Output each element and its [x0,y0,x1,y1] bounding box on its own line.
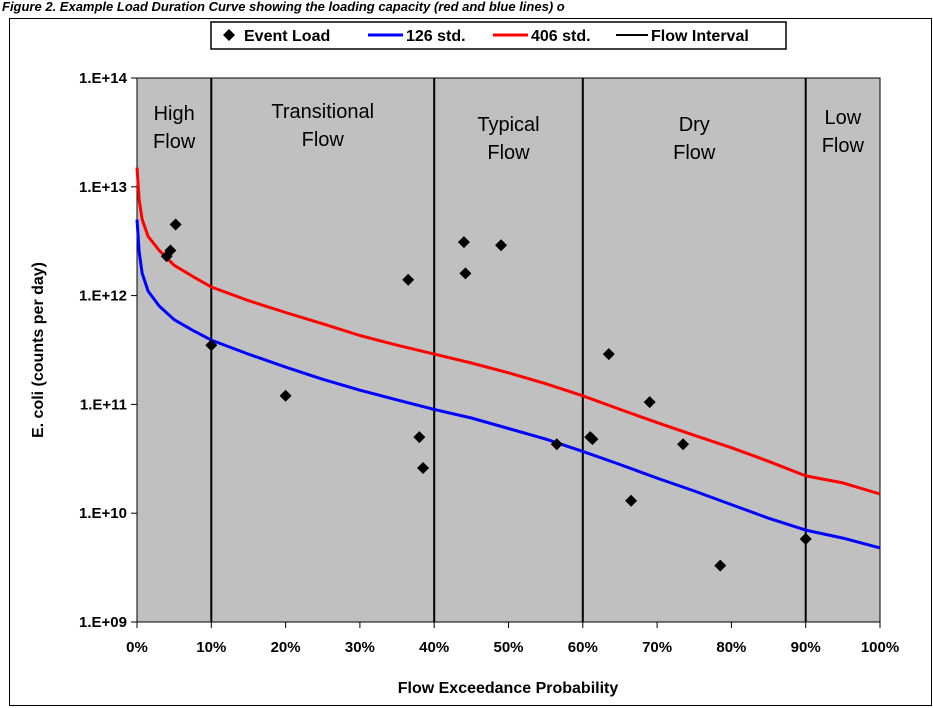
x-tick-label: 30% [345,639,375,656]
event-load-point [625,494,638,507]
event-load-point [413,431,426,444]
flow-region-label: High [154,103,195,125]
flow-region-label: Flow [822,135,865,157]
event-load-point [169,218,182,231]
event-load-point [402,273,415,286]
x-tick-label: 90% [791,639,821,656]
event-load-point [495,239,508,252]
x-axis-title: Flow Exceedance Probability [398,680,619,697]
line-126-std [135,219,881,550]
x-tick-label: 50% [493,639,523,656]
event-load-point [205,339,218,352]
y-tick-label: 1.E+09 [79,614,127,631]
line-406-std [135,167,881,496]
flow-region-label: Typical [477,114,539,136]
event-load-point [550,438,563,451]
event-load-point [459,267,472,280]
event-load-point [417,462,430,475]
standard-lines [135,167,881,550]
x-tick-label: 80% [716,639,746,656]
y-tick-label: 1.E+12 [79,288,127,305]
flow-region-label: Flow [153,131,196,153]
x-tick-label: 100% [861,639,899,656]
legend-label-406-std: 406 std. [531,28,591,45]
y-tick-label: 1.E+11 [80,396,127,413]
plot-area [136,77,881,623]
event-load-point [602,348,615,361]
flow-region-label: Low [824,107,861,129]
event-load-point [677,438,690,451]
x-tick-label: 70% [642,639,672,656]
event-load-point [586,433,599,446]
flow-region-label: Flow [673,142,716,164]
flow-region-label: Transitional [271,101,374,123]
legend-box [210,21,787,50]
legend-marker-event-load [223,29,235,41]
legend-label-flow-interval: Flow Interval [651,28,749,45]
x-tick-label: 40% [419,639,449,656]
flow-region-label: Flow [487,142,530,164]
x-tick-label: 0% [126,639,148,656]
x-tick-label: 10% [196,639,226,656]
y-axis-title: E. coli (counts per day) [30,262,47,438]
event-load-point [457,236,470,249]
flow-region-label: Flow [302,129,345,151]
event-load-point [643,396,656,409]
x-tick-label: 60% [568,639,598,656]
event-load-point [714,559,727,572]
flow-region-labels: High Flow Transitional Flow Typical Flow Dry Fl… [153,101,864,164]
y-tick-label: 1.E+10 [79,505,127,522]
flow-region-label: Dry [679,114,710,136]
legend-label-126-std: 126 std. [406,28,466,45]
figure-caption: Figure 2. Example Load Duration Curve sh… [2,0,565,14]
legend-label-event-load: Event Load [244,28,330,45]
y-tick-label: 1.E+13 [79,179,127,196]
x-tick-label: 20% [271,639,301,656]
legend: Event Load 126 std. 406 std. Flow Interv… [210,21,787,50]
event-load-point [279,389,292,402]
y-axis: 1.E+09 1.E+10 1.E+11 1.E+12 1.E+13 1.E+14 [79,70,137,631]
event-load-points [160,218,812,572]
x-axis: 0% 10% 20% 30% 40% 50% 60% 70% 80% 90% 100% [126,622,899,656]
event-load-point [164,244,177,257]
y-tick-label: 1.E+14 [79,70,128,87]
event-load-point [799,532,812,545]
